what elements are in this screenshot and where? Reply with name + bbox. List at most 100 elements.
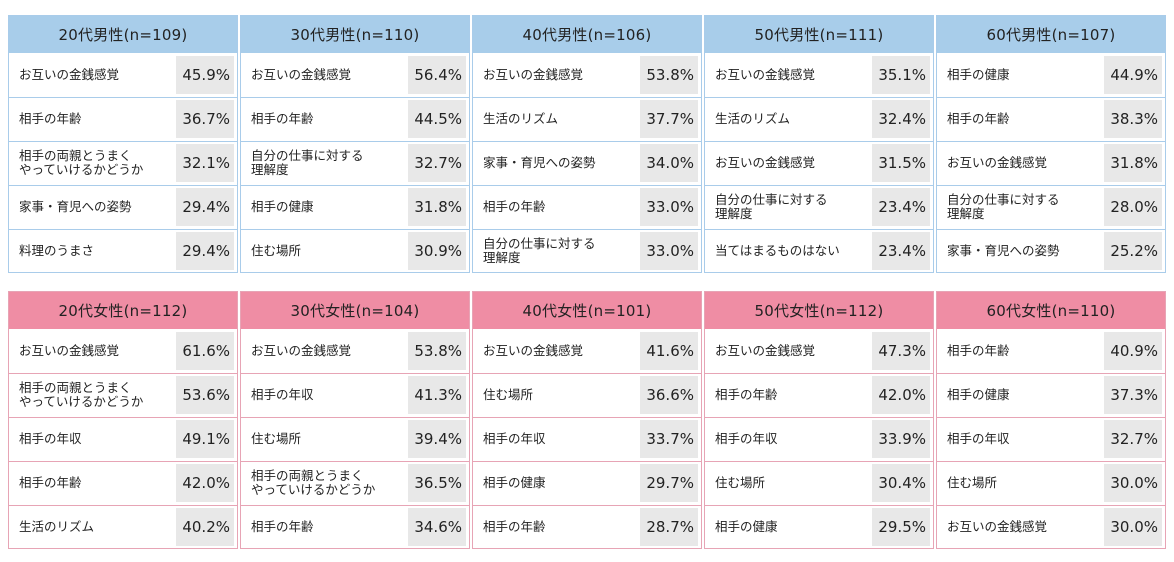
table-row: 家事・育児への姿勢 34.0%: [473, 141, 701, 185]
row-label: 相手の健康: [251, 199, 314, 214]
table-row: 家事・育児への姿勢 25.2%: [937, 229, 1165, 273]
row-label: 生活のリズム: [715, 111, 791, 126]
row-value: 30.0%: [1104, 464, 1162, 502]
table-row: お互いの金銭感覚 31.8%: [937, 141, 1165, 185]
row-value: 41.6%: [640, 332, 698, 370]
table-row: 相手の健康 44.9%: [937, 53, 1165, 97]
table-row: 相手の年収 49.1%: [9, 417, 237, 461]
row-label: 自分の仕事に対する 理解度: [947, 192, 1060, 221]
row-label: 家事・育児への姿勢: [483, 155, 596, 170]
row-label: 自分の仕事に対する 理解度: [483, 236, 596, 265]
row-label: お互いの金銭感覚: [715, 67, 816, 82]
ranking-table-male: 20代男性(n=109) お互いの金銭感覚 45.9% 相手の年齢 36.7% 相手…: [8, 15, 1166, 273]
column: 50代男性(n=111) お互いの金銭感覚 35.1% 生活のリズム 32.4% お…: [704, 15, 934, 273]
row-value: 30.4%: [872, 464, 930, 502]
row-value: 32.4%: [872, 100, 930, 138]
table-row: お互いの金銭感覚 30.0%: [937, 505, 1165, 549]
row-value: 28.0%: [1104, 188, 1162, 226]
table-row: 自分の仕事に対する 理解度 33.0%: [473, 229, 701, 273]
row-value: 38.3%: [1104, 100, 1162, 138]
row-value: 61.6%: [176, 332, 234, 370]
column-header: 60代女性(n=110): [937, 292, 1165, 329]
row-value: 53.6%: [176, 376, 234, 414]
row-label: お互いの金銭感覚: [715, 155, 816, 170]
row-value: 28.7%: [640, 508, 698, 546]
row-label: 相手の年齢: [483, 199, 546, 214]
row-label: お互いの金銭感覚: [251, 67, 352, 82]
table-row: 相手の年収 33.9%: [705, 417, 933, 461]
column: 40代女性(n=101) お互いの金銭感覚 41.6% 住む場所 36.6% 相手の…: [472, 291, 702, 549]
row-value: 31.8%: [1104, 144, 1162, 182]
row-label: 住む場所: [715, 475, 766, 490]
row-label: 生活のリズム: [19, 519, 95, 534]
row-label: 相手の両親とうまく やっていけるかどうか: [19, 380, 144, 409]
row-label: 相手の年齢: [947, 343, 1010, 358]
row-label: 相手の年齢: [715, 387, 778, 402]
column: 40代男性(n=106) お互いの金銭感覚 53.8% 生活のリズム 37.7% 家…: [472, 15, 702, 273]
ranking-table-female: 20代女性(n=112) お互いの金銭感覚 61.6% 相手の両親とうまく やって…: [8, 291, 1166, 549]
table-row: 家事・育児への姿勢 29.4%: [9, 185, 237, 229]
row-value: 42.0%: [176, 464, 234, 502]
row-value: 36.6%: [640, 376, 698, 414]
table-row: 相手の健康 37.3%: [937, 373, 1165, 417]
row-label: 相手の健康: [483, 475, 546, 490]
table-row: 当てはまるものはない 23.4%: [705, 229, 933, 273]
row-value: 29.4%: [176, 232, 234, 270]
row-value: 49.1%: [176, 420, 234, 458]
table-row: 相手の両親とうまく やっていけるかどうか 32.1%: [9, 141, 237, 185]
table-row: お互いの金銭感覚 31.5%: [705, 141, 933, 185]
row-value: 23.4%: [872, 232, 930, 270]
column: 30代女性(n=104) お互いの金銭感覚 53.8% 相手の年収 41.3% 住む…: [240, 291, 470, 549]
row-label: 相手の年収: [251, 387, 314, 402]
row-value: 32.7%: [1104, 420, 1162, 458]
table-row: 住む場所 30.9%: [241, 229, 469, 273]
table-row: 生活のリズム 32.4%: [705, 97, 933, 141]
row-value: 40.2%: [176, 508, 234, 546]
row-value: 39.4%: [408, 420, 466, 458]
row-label: 住む場所: [483, 387, 534, 402]
row-value: 47.3%: [872, 332, 930, 370]
column-header: 50代男性(n=111): [705, 16, 933, 53]
row-label: 家事・育児への姿勢: [19, 199, 132, 214]
row-value: 34.6%: [408, 508, 466, 546]
row-value: 37.3%: [1104, 376, 1162, 414]
row-label: 当てはまるものはない: [715, 243, 840, 258]
row-label: 相手の年収: [19, 431, 82, 446]
column-header: 60代男性(n=107): [937, 16, 1165, 53]
row-value: 29.4%: [176, 188, 234, 226]
column-header: 20代男性(n=109): [9, 16, 237, 53]
table-row: 相手の両親とうまく やっていけるかどうか 36.5%: [241, 461, 469, 505]
table-row: お互いの金銭感覚 56.4%: [241, 53, 469, 97]
row-value: 36.5%: [408, 464, 466, 502]
column: 60代女性(n=110) 相手の年齢 40.9% 相手の健康 37.3% 相手の年収…: [936, 291, 1166, 549]
column: 20代男性(n=109) お互いの金銭感覚 45.9% 相手の年齢 36.7% 相手…: [8, 15, 238, 273]
table-row: お互いの金銭感覚 47.3%: [705, 329, 933, 373]
row-value: 53.8%: [408, 332, 466, 370]
row-value: 30.9%: [408, 232, 466, 270]
row-value: 33.7%: [640, 420, 698, 458]
column: 20代女性(n=112) お互いの金銭感覚 61.6% 相手の両親とうまく やって…: [8, 291, 238, 549]
table-row: 自分の仕事に対する 理解度 28.0%: [937, 185, 1165, 229]
column-header: 20代女性(n=112): [9, 292, 237, 329]
row-label: お互いの金銭感覚: [19, 343, 120, 358]
row-label: お互いの金銭感覚: [483, 343, 584, 358]
table-row: お互いの金銭感覚 61.6%: [9, 329, 237, 373]
row-label: 相手の年齢: [19, 111, 82, 126]
table-row: お互いの金銭感覚 35.1%: [705, 53, 933, 97]
table-row: 相手の年齢 38.3%: [937, 97, 1165, 141]
column-header: 40代女性(n=101): [473, 292, 701, 329]
row-value: 53.8%: [640, 56, 698, 94]
row-value: 33.0%: [640, 232, 698, 270]
row-value: 25.2%: [1104, 232, 1162, 270]
row-value: 33.9%: [872, 420, 930, 458]
row-label: 家事・育児への姿勢: [947, 243, 1060, 258]
table-row: 生活のリズム 40.2%: [9, 505, 237, 549]
row-value: 45.9%: [176, 56, 234, 94]
row-value: 32.1%: [176, 144, 234, 182]
row-value: 41.3%: [408, 376, 466, 414]
row-value: 37.7%: [640, 100, 698, 138]
row-label: 相手の健康: [947, 387, 1010, 402]
row-label: 住む場所: [251, 431, 302, 446]
table-row: お互いの金銭感覚 53.8%: [241, 329, 469, 373]
row-label: 相手の年齢: [19, 475, 82, 490]
